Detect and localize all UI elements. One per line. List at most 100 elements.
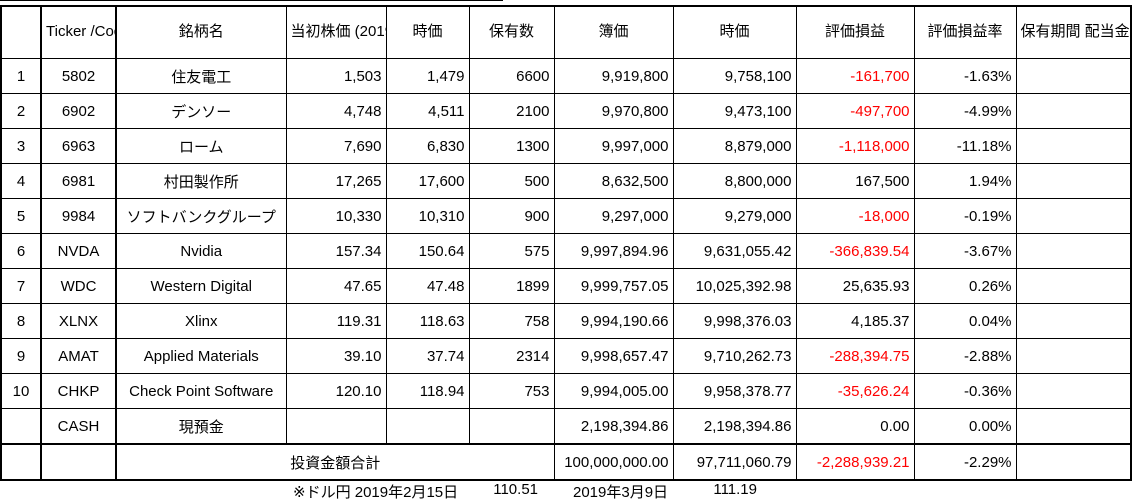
table-row: 8 XLNX Xlinx 119.31 118.63 758 9,994,190… (0, 303, 1132, 339)
current-price-cell: 37.74 (385, 338, 470, 374)
stock-name-cell: ローム (115, 128, 287, 164)
pl-cell: 4,185.37 (795, 303, 915, 339)
dividend-cell (1015, 233, 1132, 269)
ticker-cell: CHKP (40, 373, 117, 409)
dividend-cell (1015, 198, 1132, 234)
ticker-cell: WDC (40, 268, 117, 304)
pl-cell: -288,394.75 (795, 338, 915, 374)
stock-name-cell: Western Digital (115, 268, 287, 304)
table-row: 9 AMAT Applied Materials 39.10 37.74 231… (0, 338, 1132, 374)
current-price-cell: 4,511 (385, 93, 470, 129)
ticker-cell: 6902 (40, 93, 117, 129)
market-value-cell: 8,879,000 (672, 128, 797, 164)
quantity-cell: 900 (468, 198, 555, 234)
initial-price-cell: 17,265 (285, 163, 387, 199)
stock-name-cell: 村田製作所 (115, 163, 287, 199)
pl-rate-cell: -0.19% (913, 198, 1017, 234)
header-stock-name: 銘柄名 (115, 5, 287, 59)
usdjpy-rate-mar9: 111.19 (713, 481, 757, 498)
market-value-cell: 8,800,000 (672, 163, 797, 199)
table-row: 2 6902 デンソー 4,748 4,511 2100 9,970,800 9… (0, 93, 1132, 129)
market-value-cell: 9,473,100 (672, 93, 797, 129)
current-price-cell: 118.63 (385, 303, 470, 339)
pl-rate-cell: -3.67% (913, 233, 1017, 269)
ticker-cell: 9984 (40, 198, 117, 234)
pl-cell: -35,626.24 (795, 373, 915, 409)
quantity-cell: 2314 (468, 338, 555, 374)
ticker-cell: NVDA (40, 233, 117, 269)
table-row: 10 CHKP Check Point Software 120.10 118.… (0, 373, 1132, 409)
dividend-cell (1015, 303, 1132, 339)
initial-price-cell: 157.34 (285, 233, 387, 269)
dividend-cell (1015, 373, 1132, 409)
quantity-cell: 2100 (468, 93, 555, 129)
book-value-cell: 9,999,757.05 (553, 268, 674, 304)
stock-name-cell: デンソー (115, 93, 287, 129)
row-number-cell: 5 (0, 198, 42, 234)
table-row: 4 6981 村田製作所 17,265 17,600 500 8,632,500… (0, 163, 1132, 199)
header-book-value: 簿価 (553, 5, 674, 59)
ticker-cell: XLNX (40, 303, 117, 339)
row-number-cell: 8 (0, 303, 42, 339)
pl-cell: -1,118,000 (795, 128, 915, 164)
stock-name-cell: Xlinx (115, 303, 287, 339)
ticker-cell: 6981 (40, 163, 117, 199)
dividend-cell (1015, 128, 1132, 164)
pl-cell: -161,700 (795, 58, 915, 94)
ticker-cell: CASH (40, 408, 117, 445)
pl-rate-cell: 1.94% (913, 163, 1017, 199)
book-value-cell: 9,994,005.00 (553, 373, 674, 409)
header-initial-price: 当初株価 (2019/2/15) (285, 5, 387, 59)
total-label-cell: 投資金額合計 (115, 443, 555, 481)
header-ticker-code: Ticker /Code (40, 5, 117, 59)
table-row: 6 NVDA Nvidia 157.34 150.64 575 9,997,89… (0, 233, 1132, 269)
initial-price-cell: 10,330 (285, 198, 387, 234)
initial-price-cell: 39.10 (285, 338, 387, 374)
row-number-cell: 4 (0, 163, 42, 199)
current-price-cell: 47.48 (385, 268, 470, 304)
quantity-cell: 575 (468, 233, 555, 269)
pl-rate-cell: -4.99% (913, 93, 1017, 129)
pl-rate-cell: -2.88% (913, 338, 1017, 374)
dividend-cell (1015, 163, 1132, 199)
book-value-cell: 9,997,000 (553, 128, 674, 164)
quantity-cell: 1300 (468, 128, 555, 164)
table-row: 7 WDC Western Digital 47.65 47.48 1899 9… (0, 268, 1132, 304)
quantity-cell: 758 (468, 303, 555, 339)
pl-rate-cell: 0.04% (913, 303, 1017, 339)
row-number-cell: 6 (0, 233, 42, 269)
quantity-cell: 6600 (468, 58, 555, 94)
header-pl: 評価損益 (795, 5, 915, 59)
ticker-cell: 5802 (40, 58, 117, 94)
row-number-cell: 7 (0, 268, 42, 304)
current-price-cell (385, 408, 470, 445)
total-row: 投資金額合計 100,000,000.00 97,711,060.79 -2,2… (0, 443, 1132, 481)
table-row: 3 6963 ローム 7,690 6,830 1300 9,997,000 8,… (0, 128, 1132, 164)
pl-rate-cell: 0.26% (913, 268, 1017, 304)
header-quantity: 保有数 (468, 5, 555, 59)
pl-cell: -366,839.54 (795, 233, 915, 269)
stock-name-cell: Applied Materials (115, 338, 287, 374)
total-pl-rate-cell: -2.29% (913, 443, 1017, 481)
current-price-cell: 10,310 (385, 198, 470, 234)
header-row-number (0, 5, 42, 59)
row-number-cell: 9 (0, 338, 42, 374)
row-number-cell: 2 (0, 93, 42, 129)
table-row-cash: CASH 現預金 2,198,394.86 2,198,394.86 0.00 … (0, 408, 1132, 445)
current-price-cell: 17,600 (385, 163, 470, 199)
dividend-cell (1015, 338, 1132, 374)
quantity-cell (468, 408, 555, 445)
dividend-cell (1015, 268, 1132, 304)
ticker-cell (40, 443, 117, 481)
header-pl-rate: 評価損益率 (913, 5, 1017, 59)
book-value-cell: 9,297,000 (553, 198, 674, 234)
book-value-cell: 9,997,894.96 (553, 233, 674, 269)
table-header: Ticker /Code 銘柄名 当初株価 (2019/2/15) 時価 保有数… (0, 5, 1132, 59)
row-number-cell: 1 (0, 58, 42, 94)
initial-price-cell (285, 408, 387, 445)
stock-name-cell: 住友電工 (115, 58, 287, 94)
stock-name-cell: Check Point Software (115, 373, 287, 409)
table-row: 1 5802 住友電工 1,503 1,479 6600 9,919,800 9… (0, 58, 1132, 94)
header-market-value: 時価 (672, 5, 797, 59)
